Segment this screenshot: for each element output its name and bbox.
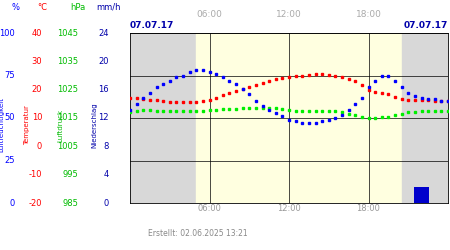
Bar	[130, 33, 196, 203]
Bar	[196, 33, 401, 203]
Text: 12:00: 12:00	[276, 10, 302, 19]
Text: 50: 50	[5, 114, 15, 122]
Bar	[414, 188, 429, 203]
Text: mm/h: mm/h	[96, 3, 121, 12]
Text: °C: °C	[37, 3, 47, 12]
Text: 07.07.17: 07.07.17	[404, 22, 448, 30]
Text: 995: 995	[63, 170, 78, 179]
Text: 75: 75	[4, 71, 15, 80]
Text: 985: 985	[63, 198, 78, 207]
Text: Temperatur: Temperatur	[24, 105, 30, 145]
Text: 30: 30	[32, 57, 42, 66]
Text: -10: -10	[29, 170, 42, 179]
Text: 1045: 1045	[57, 28, 78, 38]
Text: Luftfeuchtigkeit: Luftfeuchtigkeit	[0, 98, 4, 152]
Text: Niederschlag: Niederschlag	[91, 102, 98, 148]
Bar	[401, 33, 448, 203]
Text: Luftdruck: Luftdruck	[58, 108, 64, 142]
Text: 10: 10	[32, 114, 42, 122]
Text: 4: 4	[103, 170, 108, 179]
Text: 1005: 1005	[57, 142, 78, 151]
Text: 1025: 1025	[57, 85, 78, 94]
Text: 06:00: 06:00	[197, 10, 222, 19]
Text: 100: 100	[0, 28, 15, 38]
Text: -20: -20	[29, 198, 42, 207]
Text: Erstellt: 02.06.2025 13:21: Erstellt: 02.06.2025 13:21	[148, 228, 248, 237]
Text: 07.07.17: 07.07.17	[130, 22, 175, 30]
Text: 8: 8	[103, 142, 108, 151]
Text: 16: 16	[98, 85, 108, 94]
Text: 1035: 1035	[57, 57, 78, 66]
Text: 25: 25	[5, 156, 15, 165]
Text: 0: 0	[10, 198, 15, 207]
Text: 12: 12	[98, 114, 108, 122]
Text: 40: 40	[32, 28, 42, 38]
Text: 20: 20	[32, 85, 42, 94]
Text: 0: 0	[103, 198, 108, 207]
Text: hPa: hPa	[71, 3, 86, 12]
Text: 0: 0	[37, 142, 42, 151]
Text: %: %	[11, 3, 19, 12]
Text: 20: 20	[98, 57, 108, 66]
Text: 24: 24	[98, 28, 108, 38]
Text: 1015: 1015	[57, 114, 78, 122]
Text: 18:00: 18:00	[356, 10, 382, 19]
